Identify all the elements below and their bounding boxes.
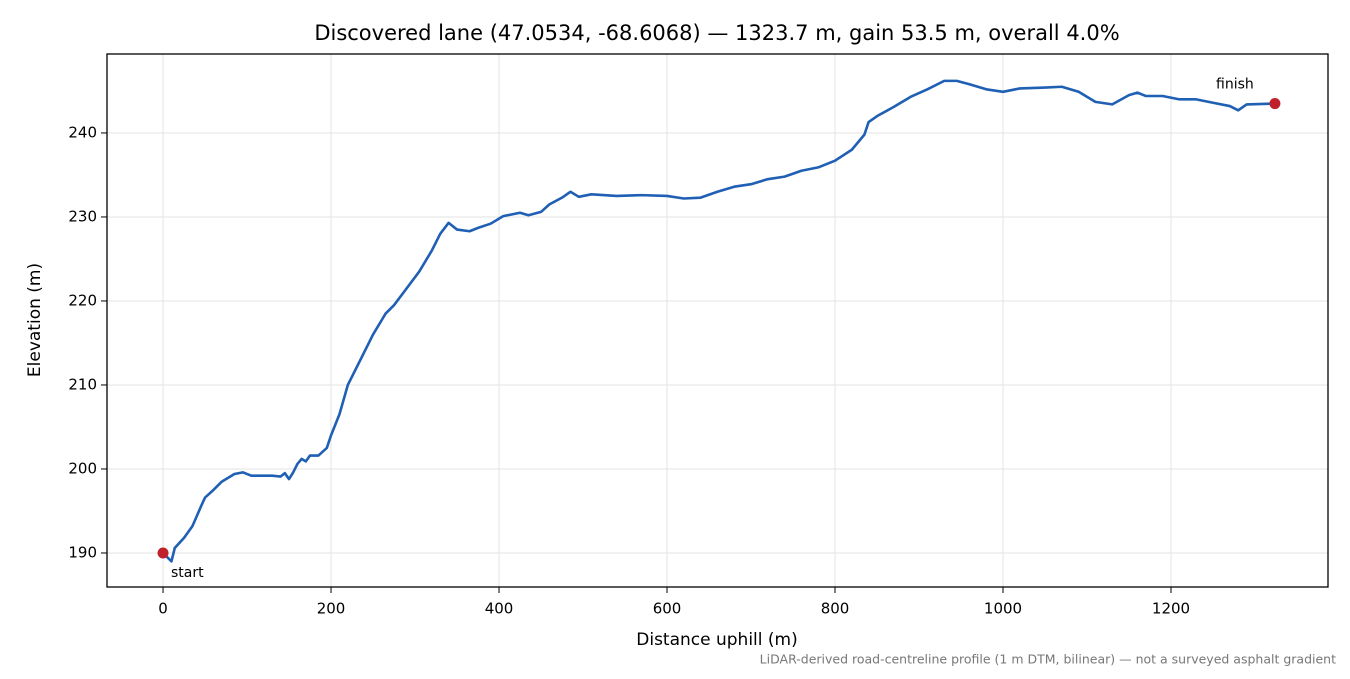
- endpoint-marker: [1269, 98, 1281, 110]
- elevation-line: [162, 79, 1275, 563]
- y-tick-label: 220: [68, 291, 97, 309]
- y-tick-label: 230: [68, 207, 97, 225]
- x-tick-label: 200: [317, 600, 346, 618]
- x-tick-label: 600: [653, 600, 682, 618]
- x-tick-label: 800: [821, 600, 850, 618]
- marker-label: start: [171, 565, 204, 581]
- plot-frame: [106, 53, 1329, 588]
- chart-title: Discovered lane (47.0534, -68.6068) — 13…: [314, 21, 1119, 45]
- x-axis-label: Distance uphill (m): [636, 630, 797, 650]
- y-tick-label: 240: [68, 123, 97, 141]
- x-tick-label: 1200: [1152, 600, 1190, 618]
- endpoint-marker: [157, 547, 169, 559]
- x-tick-label: 1000: [984, 600, 1022, 618]
- y-tick-label: 210: [68, 375, 97, 393]
- footnote: LiDAR-derived road-centreline profile (1…: [760, 652, 1336, 667]
- x-tick-label: 400: [485, 600, 514, 618]
- y-tick-label: 200: [68, 459, 97, 477]
- marker-label: finish: [1216, 77, 1254, 93]
- y-axis-label: Elevation (m): [25, 263, 45, 377]
- x-tick-label: 0: [158, 600, 168, 618]
- y-tick-label: 190: [68, 543, 97, 561]
